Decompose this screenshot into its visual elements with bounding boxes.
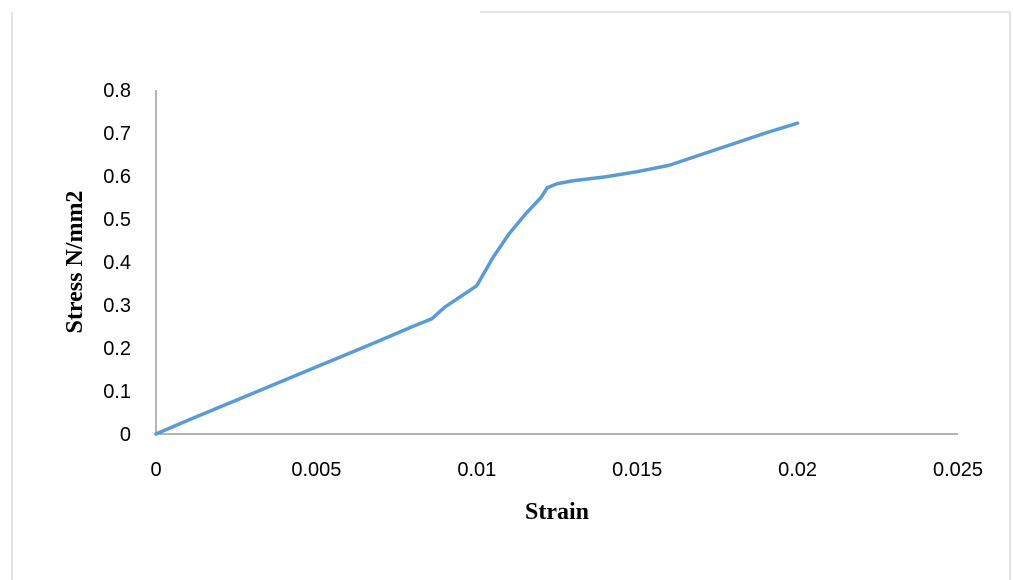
x-tick-label: 0.01 [457, 459, 496, 481]
y-tick-label: 0.7 [103, 123, 131, 145]
x-tick-label: 0.02 [778, 459, 817, 481]
y-tick-label: 0.6 [103, 166, 131, 188]
x-tick-label: 0 [150, 459, 161, 481]
y-axis-title: Stress N/mm2 [62, 191, 88, 334]
x-axis-title: Strain [525, 499, 589, 525]
y-tick-label: 0.2 [103, 338, 131, 360]
x-tick-labels: 0 0.005 0.01 0.015 0.02 0.025 [150, 459, 983, 481]
y-tick-label: 0.3 [103, 295, 131, 317]
chart-border [11, 12, 1011, 580]
x-tick-label: 0.015 [612, 459, 662, 481]
x-tick-label: 0.005 [291, 459, 341, 481]
series-line [154, 121, 800, 436]
y-tick-label: 0.4 [103, 252, 131, 274]
y-tick-label: 0.5 [103, 209, 131, 231]
y-tick-label: 0 [120, 424, 131, 446]
y-tick-labels: 0 0.1 0.2 0.3 0.4 0.5 0.6 0.7 0.8 [103, 80, 131, 446]
y-tick-label: 0.1 [103, 381, 131, 403]
x-tick-label: 0.025 [933, 459, 983, 481]
y-tick-label: 0.8 [103, 80, 131, 102]
